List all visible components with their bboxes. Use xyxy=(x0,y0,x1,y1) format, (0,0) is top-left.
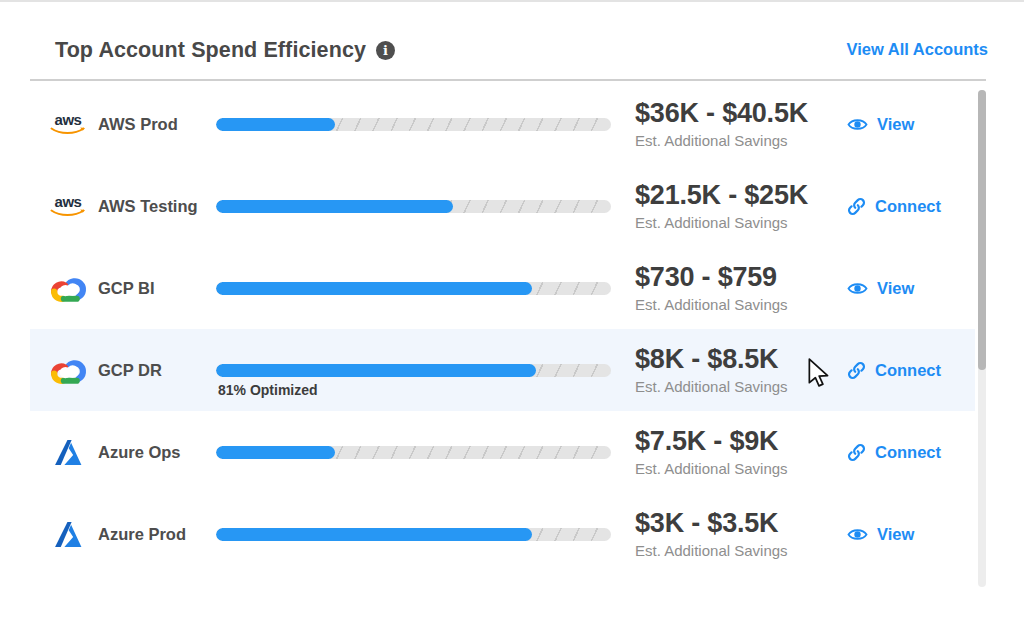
savings-caption: Est. Additional Savings xyxy=(635,296,831,313)
account-name: GCP DR xyxy=(98,361,216,380)
progress-track xyxy=(216,118,611,131)
account-name: AWS Prod xyxy=(98,115,216,134)
optimization-progress-bar xyxy=(216,200,611,213)
savings-range: $3K - $3.5K xyxy=(635,509,831,539)
savings-caption: Est. Additional Savings xyxy=(635,378,831,395)
savings-range: $36K - $40.5K xyxy=(635,99,831,129)
scrollbar[interactable] xyxy=(978,90,986,587)
progress-fill xyxy=(216,200,453,213)
progress-fill xyxy=(216,528,532,541)
card-header: Top Account Spend Efficiency i View All … xyxy=(0,2,1024,63)
progress-track xyxy=(216,200,611,213)
action-label: View xyxy=(877,115,914,134)
savings-caption: Est. Additional Savings xyxy=(635,132,831,149)
savings-block: $730 - $759 Est. Additional Savings xyxy=(635,263,831,313)
view-link[interactable]: View xyxy=(847,279,951,298)
info-icon[interactable]: i xyxy=(376,41,395,60)
account-list: aws AWS Prod $36K - $40.5K Est. Addition… xyxy=(30,83,975,575)
eye-icon xyxy=(847,526,868,543)
link-icon xyxy=(847,443,866,462)
savings-range: $21.5K - $25K xyxy=(635,181,831,211)
account-row-aws-testing[interactable]: aws AWS Testing $21.5K - $25K Est. Addit… xyxy=(30,165,975,247)
savings-block: $36K - $40.5K Est. Additional Savings xyxy=(635,99,831,149)
gcp-logo-icon xyxy=(50,354,87,387)
account-name: GCP BI xyxy=(98,279,216,298)
savings-block: $7.5K - $9K Est. Additional Savings xyxy=(635,427,831,477)
optimization-progress-bar: 81% Optimized xyxy=(216,364,611,377)
connect-link[interactable]: Connect xyxy=(847,361,951,380)
action-label: View xyxy=(877,279,914,298)
savings-block: $21.5K - $25K Est. Additional Savings xyxy=(635,181,831,231)
link-icon xyxy=(847,361,866,380)
account-row-aws-prod[interactable]: aws AWS Prod $36K - $40.5K Est. Addition… xyxy=(30,83,975,165)
optimization-progress-bar xyxy=(216,446,611,459)
optimized-percent-label: 81% Optimized xyxy=(218,382,318,398)
aws-logo-icon: aws xyxy=(50,112,86,136)
optimization-progress-bar xyxy=(216,118,611,131)
savings-range: $730 - $759 xyxy=(635,263,831,293)
eye-icon xyxy=(847,280,868,297)
progress-track xyxy=(216,282,611,295)
view-link[interactable]: View xyxy=(847,115,951,134)
account-row-azure-ops[interactable]: Azure Ops $7.5K - $9K Est. Additional Sa… xyxy=(30,411,975,493)
action-label: Connect xyxy=(875,443,941,462)
gcp-logo-icon xyxy=(50,272,87,305)
connect-link[interactable]: Connect xyxy=(847,443,951,462)
page-title: Top Account Spend Efficiency xyxy=(55,38,366,63)
account-name: AWS Testing xyxy=(98,197,216,216)
savings-block: $3K - $3.5K Est. Additional Savings xyxy=(635,509,831,559)
account-row-azure-prod[interactable]: Azure Prod $3K - $3.5K Est. Additional S… xyxy=(30,493,975,575)
account-name: Azure Ops xyxy=(98,443,216,462)
account-row-gcp-bi[interactable]: GCP BI $730 - $759 Est. Additional Savin… xyxy=(30,247,975,329)
optimization-progress-bar xyxy=(216,528,611,541)
account-row-gcp-dr[interactable]: GCP DR 81% Optimized $8K - $8.5K Est. Ad… xyxy=(30,329,975,411)
savings-range: $8K - $8.5K xyxy=(635,345,831,375)
link-icon xyxy=(847,197,866,216)
progress-fill xyxy=(216,446,335,459)
action-label: View xyxy=(877,525,914,544)
account-name: Azure Prod xyxy=(98,525,216,544)
progress-track xyxy=(216,364,611,377)
azure-logo-icon xyxy=(53,438,84,467)
aws-logo-icon: aws xyxy=(50,194,86,218)
view-all-accounts-link[interactable]: View All Accounts xyxy=(846,40,988,59)
savings-range: $7.5K - $9K xyxy=(635,427,831,457)
savings-block: $8K - $8.5K Est. Additional Savings xyxy=(635,345,831,395)
progress-fill xyxy=(216,364,536,377)
scrollbar-thumb[interactable] xyxy=(978,90,986,370)
action-label: Connect xyxy=(875,361,941,380)
progress-track xyxy=(216,528,611,541)
savings-caption: Est. Additional Savings xyxy=(635,214,831,231)
progress-track xyxy=(216,446,611,459)
savings-caption: Est. Additional Savings xyxy=(635,542,831,559)
eye-icon xyxy=(847,116,868,133)
connect-link[interactable]: Connect xyxy=(847,197,951,216)
view-link[interactable]: View xyxy=(847,525,951,544)
header-divider xyxy=(30,79,986,81)
optimization-progress-bar xyxy=(216,282,611,295)
progress-fill xyxy=(216,282,532,295)
savings-caption: Est. Additional Savings xyxy=(635,460,831,477)
action-label: Connect xyxy=(875,197,941,216)
azure-logo-icon xyxy=(53,520,84,549)
progress-fill xyxy=(216,118,335,131)
